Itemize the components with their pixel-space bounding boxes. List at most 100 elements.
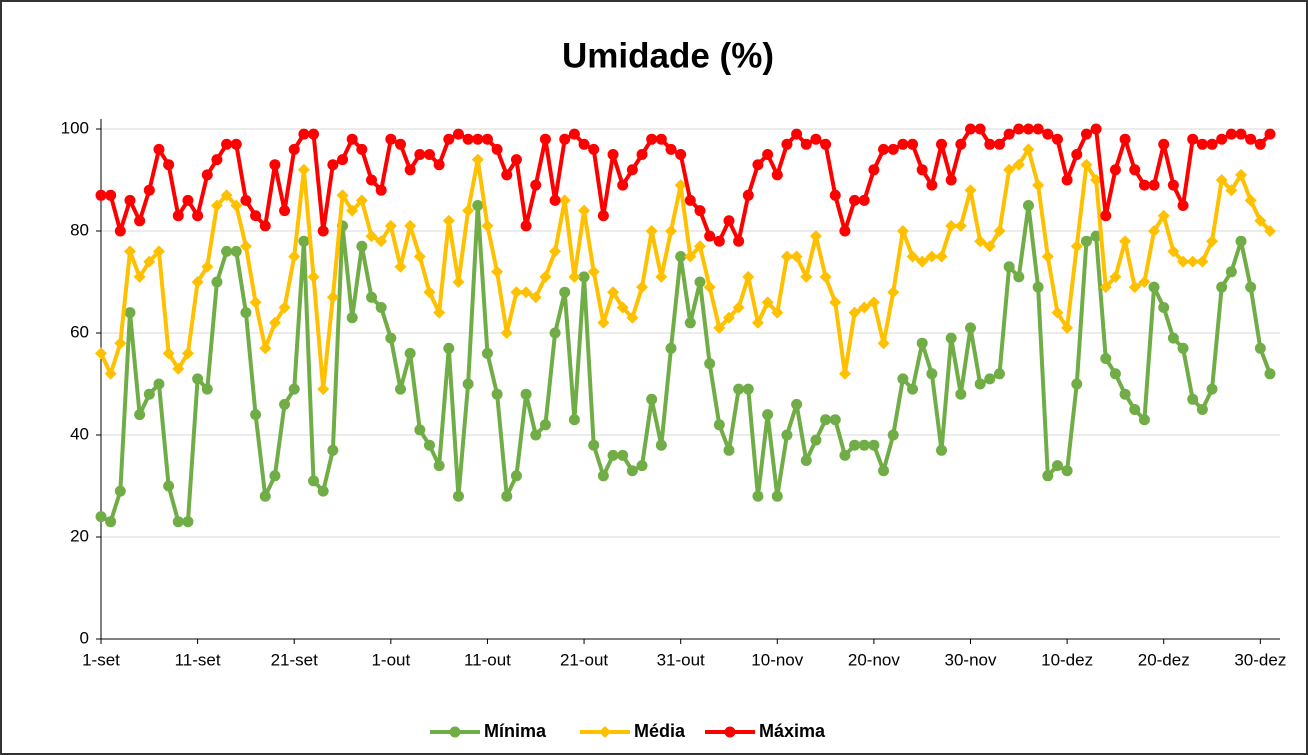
data-point	[104, 367, 117, 380]
data-point	[1148, 225, 1161, 237]
data-point	[781, 138, 793, 150]
data-point	[472, 133, 484, 145]
data-point	[384, 219, 397, 232]
data-point	[849, 439, 861, 451]
data-point	[636, 281, 649, 294]
data-point	[327, 159, 339, 171]
data-point	[510, 154, 522, 166]
data-point	[433, 460, 445, 472]
data-point	[95, 347, 107, 360]
x-tick-label: 11-set	[175, 650, 221, 669]
data-point	[897, 138, 909, 150]
data-point	[916, 255, 929, 268]
data-point	[993, 368, 1005, 380]
data-point	[143, 255, 156, 268]
data-point	[549, 327, 561, 339]
y-tick-label: 0	[80, 628, 89, 647]
data-point	[1022, 143, 1035, 156]
data-point	[762, 149, 774, 160]
data-point	[211, 154, 223, 166]
data-point	[423, 439, 435, 451]
data-point	[665, 342, 677, 354]
data-point	[878, 465, 890, 477]
data-point	[713, 235, 725, 247]
data-point	[1129, 164, 1141, 176]
data-point	[704, 358, 716, 370]
data-point	[1090, 123, 1102, 135]
data-point	[655, 439, 667, 451]
data-point	[433, 159, 445, 171]
data-point	[288, 383, 300, 395]
data-point	[713, 419, 725, 431]
data-point	[907, 138, 919, 150]
data-point	[297, 163, 310, 176]
series-line	[100, 203, 1272, 524]
legend-label: Média	[634, 721, 686, 741]
data-point	[809, 230, 822, 243]
data-point	[1080, 158, 1093, 171]
data-point	[210, 199, 223, 212]
data-point	[742, 383, 754, 395]
data-point	[675, 149, 687, 160]
data-point	[587, 265, 600, 278]
data-point	[355, 194, 368, 207]
data-point	[1080, 235, 1092, 247]
data-point	[1051, 306, 1064, 319]
data-point	[1158, 302, 1170, 313]
data-point	[539, 270, 552, 283]
data-point	[317, 485, 329, 497]
data-point	[771, 490, 783, 502]
data-point	[1177, 342, 1189, 354]
data-point	[201, 169, 213, 181]
data-point	[1158, 138, 1170, 150]
data-point	[356, 143, 368, 155]
data-point	[1003, 128, 1015, 140]
data-point	[558, 194, 571, 207]
y-tick-label: 100	[61, 118, 89, 137]
data-point	[172, 362, 185, 375]
data-point	[539, 133, 551, 145]
data-point	[1041, 250, 1054, 263]
data-point	[1109, 164, 1121, 176]
data-point	[221, 138, 233, 150]
data-point	[192, 373, 204, 385]
data-point	[1071, 378, 1083, 390]
data-point	[965, 123, 977, 135]
data-point	[819, 270, 832, 283]
data-point	[152, 245, 165, 258]
data-point	[916, 164, 928, 176]
legend-marker	[449, 726, 461, 738]
data-point	[925, 250, 938, 263]
data-point	[114, 485, 126, 497]
data-point	[578, 204, 591, 217]
data-point	[1099, 281, 1112, 294]
data-point	[394, 260, 407, 273]
data-point	[471, 153, 484, 166]
data-point	[820, 414, 832, 426]
data-point	[1148, 179, 1160, 191]
data-point	[578, 271, 590, 283]
data-point	[1235, 128, 1247, 140]
data-point	[230, 245, 242, 257]
data-point	[462, 133, 474, 145]
y-tick-label: 20	[70, 526, 89, 545]
data-point	[896, 225, 909, 237]
data-point	[733, 235, 745, 247]
data-point	[452, 128, 464, 140]
data-point	[568, 128, 580, 140]
data-point	[1128, 281, 1141, 294]
data-point	[327, 444, 339, 456]
data-point	[1090, 230, 1102, 242]
data-point	[510, 286, 523, 299]
data-point	[1187, 393, 1199, 405]
data-point	[211, 276, 223, 288]
data-point	[240, 307, 252, 319]
series-line	[99, 147, 1272, 392]
data-point	[1196, 138, 1208, 150]
data-point	[530, 429, 542, 441]
data-point	[907, 383, 919, 395]
data-point	[192, 210, 204, 222]
data-point	[1013, 123, 1025, 135]
data-point	[500, 327, 513, 339]
